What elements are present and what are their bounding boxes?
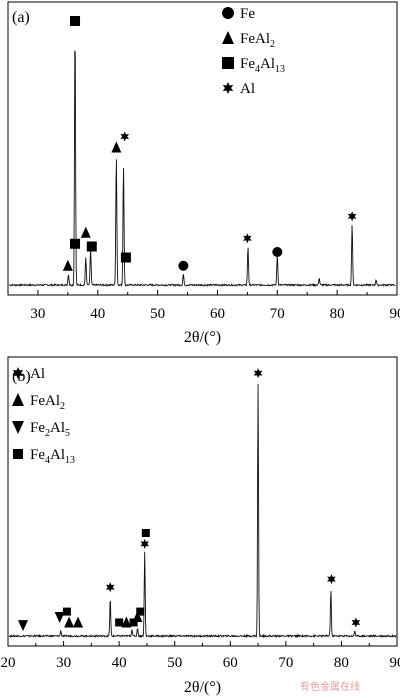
peak-marker-triangle-down — [18, 620, 29, 632]
legend-label: Fe2Al5 — [30, 420, 70, 439]
peak-marker-star — [351, 617, 361, 628]
watermark-text: 有色金属在线 — [300, 680, 360, 693]
peak-marker-circle — [272, 247, 283, 257]
peak-marker-circle — [178, 260, 189, 271]
peak-marker-square-small — [115, 618, 124, 627]
peak-marker-square — [70, 238, 81, 249]
x-axis-label: 2θ/(°) — [184, 679, 221, 696]
peak-marker-star — [105, 582, 115, 593]
x-tick-label: 50 — [150, 306, 165, 322]
peak-marker-triangle-up — [132, 611, 143, 623]
legend-marker-triangle-up — [12, 393, 24, 406]
diffraction-pattern — [9, 49, 396, 288]
legend-label: Fe4Al13 — [240, 56, 285, 75]
legend-label: Al — [30, 366, 45, 382]
x-tick-label: 40 — [90, 306, 105, 322]
legend-label: Fe4Al13 — [30, 447, 75, 466]
legend-marker-star — [12, 367, 24, 379]
diffraction-pattern — [8, 383, 397, 639]
peak-marker-star — [120, 131, 130, 142]
legend-marker-triangle-down — [12, 421, 24, 434]
x-tick-label: 90 — [390, 306, 400, 322]
peak-marker-square-small — [136, 607, 145, 616]
peak-marker-star — [253, 368, 263, 379]
peak-marker-square-small — [129, 618, 138, 627]
peak-marker-star — [327, 574, 336, 585]
legend-label: FeAl2 — [240, 31, 275, 50]
x-tick-label: 90 — [390, 655, 400, 671]
legend-marker-square-small — [13, 449, 23, 459]
x-tick-label: 60 — [223, 655, 238, 671]
x-tick-label: 80 — [334, 655, 349, 671]
peak-marker-triangle-up — [73, 616, 84, 628]
peak-marker-triangle-up — [111, 141, 122, 153]
x-tick-label: 50 — [167, 655, 182, 671]
x-tick-label: 30 — [56, 655, 71, 671]
peak-marker-square — [70, 16, 81, 26]
peak-marker-triangle-up — [64, 616, 75, 628]
legend-label: Fe — [240, 6, 255, 22]
panel-label: (a) — [12, 9, 30, 26]
legend-marker-star — [222, 82, 234, 94]
x-tick-label: 70 — [278, 655, 293, 671]
peak-marker-triangle-up — [62, 259, 73, 271]
x-tick-label: 30 — [30, 306, 45, 322]
legend-marker-square — [222, 57, 234, 69]
plot-frame — [7, 356, 398, 647]
legend-label: Al — [240, 81, 255, 97]
legend-marker-triangle-up — [222, 31, 234, 44]
x-tick-label: 70 — [270, 306, 285, 322]
peak-marker-triangle-up — [121, 616, 132, 628]
x-tick-label: 20 — [1, 655, 16, 671]
peak-marker-triangle-down — [54, 612, 65, 624]
panel-a: 30 40 50 60 70 80 90 2θ/(°) (a) Fe FeAl2 Fe4Al13 Al — [7, 1, 400, 346]
x-axis-label: 2θ/(°) — [184, 329, 221, 346]
peak-marker-triangle-up — [80, 226, 91, 238]
peak-marker-square-small — [62, 607, 71, 616]
peak-marker-star — [140, 538, 150, 549]
x-tick-label: 60 — [210, 306, 225, 322]
plot-frame — [7, 1, 398, 296]
peak-marker-square-small — [141, 529, 150, 538]
legend-label: FeAl2 — [30, 393, 65, 412]
peak-marker-star — [347, 211, 357, 222]
peak-marker-star — [243, 233, 252, 244]
peak-marker-square — [86, 241, 97, 252]
peak-marker-square — [120, 252, 131, 263]
x-tick-label: 40 — [112, 655, 127, 671]
legend-marker-circle — [222, 7, 234, 19]
panel-b: 20304050607080902θ/(°)(b)AlFeAl2Fe2Al5Fe… — [1, 356, 400, 696]
x-tick-label: 80 — [330, 306, 345, 322]
